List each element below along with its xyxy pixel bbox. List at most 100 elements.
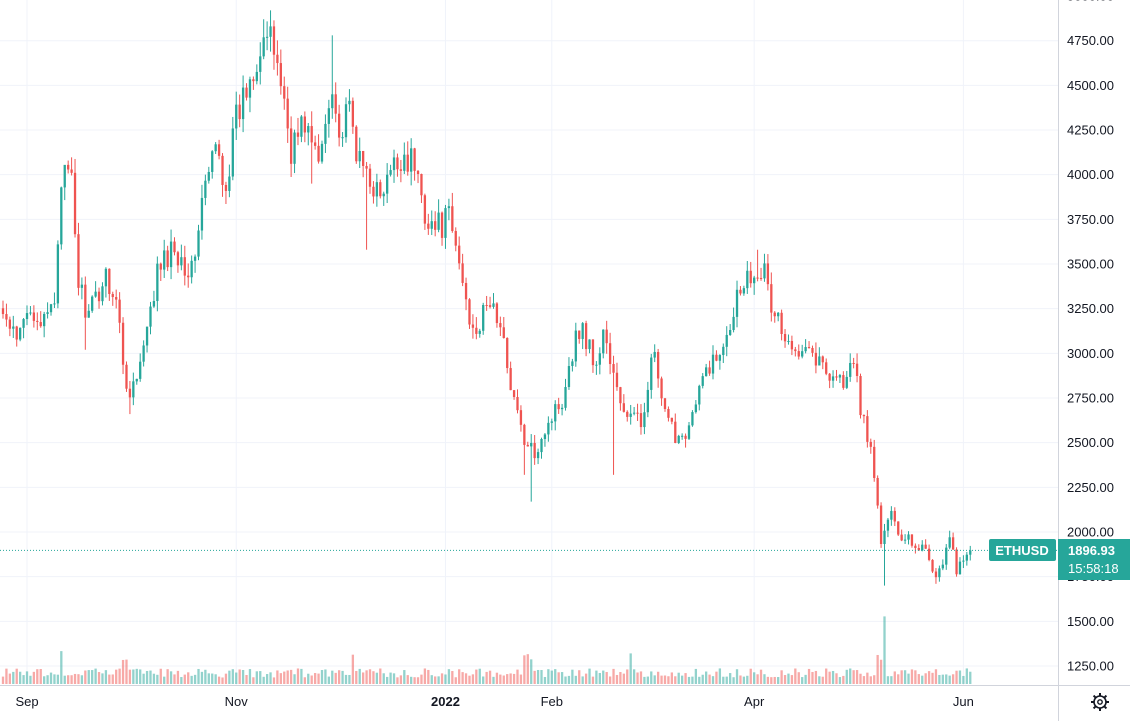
candle-body: [121, 322, 125, 365]
candle-body: [629, 413, 632, 417]
chart-grid: [0, 0, 1058, 685]
volume-bar: [180, 677, 183, 684]
volume-bar: [19, 671, 22, 684]
volume-bar: [519, 674, 523, 684]
volume-bar: [855, 670, 859, 684]
volume-bar: [427, 669, 430, 684]
volume-bar: [804, 674, 807, 684]
candle-body: [921, 544, 924, 551]
candle-body: [749, 270, 752, 284]
volume-bar: [121, 659, 125, 684]
volume-bar: [725, 676, 728, 684]
candle-body: [636, 412, 639, 414]
y-tick-label: 4500.00: [1067, 78, 1114, 93]
candle-body: [835, 376, 838, 378]
volume-bar: [410, 676, 413, 684]
candle-body: [152, 301, 156, 307]
volume-bar: [358, 668, 361, 684]
candle-body: [279, 63, 282, 87]
volume-bar: [156, 674, 159, 684]
candle-body: [135, 378, 138, 382]
candle-body: [200, 197, 204, 231]
y-tick-label: 3500.00: [1067, 257, 1114, 272]
candle-body: [763, 263, 766, 279]
candle-body: [416, 170, 420, 175]
volume-bar: [879, 659, 883, 684]
volume-bar: [39, 669, 42, 684]
volume-bar: [890, 676, 893, 684]
candle-body: [790, 340, 794, 350]
candle-body: [39, 322, 42, 327]
y-tick-label: 2250.00: [1067, 480, 1114, 495]
candle-body: [777, 312, 780, 317]
candle-body: [753, 277, 756, 284]
candle-body: [169, 241, 173, 268]
volume-bar: [643, 676, 646, 684]
volume-bar: [564, 676, 567, 684]
volume-bar: [900, 670, 903, 684]
candle-body: [471, 324, 475, 328]
volume-bar: [674, 676, 677, 684]
candle-body: [331, 94, 334, 109]
volume-bar: [934, 669, 938, 684]
volume-bar: [211, 673, 214, 684]
volume-bar: [56, 674, 60, 684]
candle-body: [619, 387, 622, 404]
candle-body: [897, 521, 900, 535]
settings-button[interactable]: [1091, 693, 1109, 711]
volume-bar: [807, 668, 811, 684]
candle-body: [523, 424, 526, 445]
candle-body: [869, 441, 872, 447]
volume-bar: [190, 675, 193, 684]
candle-body: [667, 408, 670, 418]
candle-body: [211, 151, 214, 172]
candle-body: [715, 354, 718, 361]
volume-bar: [495, 672, 499, 684]
candle-body: [300, 116, 303, 137]
volume-bar: [684, 673, 687, 684]
volume-bar: [159, 668, 162, 684]
volume-bar: [749, 668, 752, 684]
candle-body: [711, 354, 715, 374]
candle-body: [46, 312, 49, 314]
volume-bar: [632, 669, 636, 684]
volume-bar: [509, 673, 512, 684]
volume-bar: [917, 674, 920, 684]
volume-bar: [458, 669, 461, 684]
candle-body: [890, 510, 893, 520]
volume-bar: [866, 672, 869, 684]
candle-body: [341, 137, 344, 139]
volume-bar: [598, 673, 601, 684]
volume-bar: [331, 670, 334, 684]
volume-bar: [193, 674, 197, 684]
volume-bar: [396, 677, 399, 684]
volume-bar: [289, 669, 293, 684]
candle-body: [492, 303, 495, 307]
volume-bar: [680, 675, 684, 684]
candle-body: [533, 442, 536, 459]
candle-body: [945, 547, 948, 565]
volume-bar: [595, 670, 598, 684]
volume-bar: [97, 672, 101, 684]
volume-bar: [135, 668, 138, 684]
candle-body: [670, 417, 673, 422]
volume-bar: [22, 675, 25, 684]
candle-body: [358, 150, 361, 162]
volume-bar: [444, 674, 447, 684]
candle-body: [680, 435, 684, 437]
volume-bar: [163, 676, 166, 684]
volume-bar: [852, 670, 855, 684]
candle-body: [403, 154, 406, 171]
candle-body: [862, 415, 866, 417]
candle-body: [118, 299, 121, 323]
volume-bar: [921, 675, 924, 684]
volume-bar: [139, 669, 142, 684]
volume-bar: [619, 672, 622, 684]
candle-body: [156, 263, 159, 302]
volume-bar: [608, 676, 612, 684]
candle-body: [272, 26, 276, 55]
volume-bar: [715, 671, 718, 684]
volume-bar: [687, 676, 691, 684]
